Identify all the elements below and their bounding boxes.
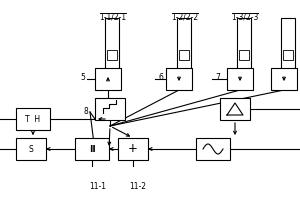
Bar	[283, 50, 293, 60]
Text: 5: 5	[80, 73, 85, 82]
Text: 1-3/2-3: 1-3/2-3	[231, 12, 259, 21]
Text: S: S	[28, 144, 33, 154]
Bar	[166, 68, 192, 90]
Text: 7: 7	[215, 73, 220, 82]
Text: 11-2: 11-2	[130, 182, 146, 191]
Text: 1-2/2-2: 1-2/2-2	[171, 12, 199, 21]
Bar	[107, 50, 117, 60]
Bar	[95, 68, 121, 90]
Text: 8: 8	[83, 108, 88, 116]
Text: 1-1/2-1: 1-1/2-1	[99, 12, 127, 21]
Bar	[105, 18, 119, 73]
Bar	[239, 50, 249, 60]
Text: 11-1: 11-1	[89, 182, 106, 191]
Bar	[196, 138, 230, 160]
Bar	[220, 98, 250, 120]
Text: T  H: T H	[26, 114, 40, 123]
Text: +: +	[128, 142, 138, 156]
Bar	[227, 68, 253, 90]
Text: 6: 6	[158, 73, 163, 82]
Bar	[177, 18, 191, 73]
Text: II: II	[88, 144, 95, 154]
Bar	[271, 68, 297, 90]
Bar	[237, 18, 251, 73]
Bar	[16, 108, 50, 130]
Bar	[179, 50, 189, 60]
Bar	[281, 18, 295, 73]
Bar	[118, 138, 148, 160]
Bar	[16, 138, 46, 160]
Bar	[95, 98, 125, 120]
Bar	[75, 138, 109, 160]
